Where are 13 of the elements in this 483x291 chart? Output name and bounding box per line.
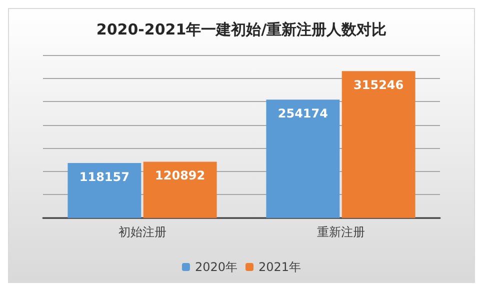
x-tick-label: 重新注册 bbox=[316, 225, 365, 239]
data-label: 120892 bbox=[155, 168, 206, 183]
bar bbox=[266, 100, 340, 218]
bar bbox=[342, 71, 416, 218]
chart-title: 2020-2021年一建初始/重新注册人数对比 bbox=[96, 20, 387, 38]
x-tick-label: 初始注册 bbox=[118, 225, 166, 239]
data-label: 118157 bbox=[79, 170, 130, 184]
legend-label: 2020年 bbox=[194, 260, 238, 274]
data-label: 315246 bbox=[354, 78, 404, 92]
bar bbox=[143, 162, 217, 218]
legend-label: 2021年 bbox=[258, 260, 302, 274]
bar bbox=[68, 162, 142, 218]
data-label: 254174 bbox=[278, 106, 328, 121]
